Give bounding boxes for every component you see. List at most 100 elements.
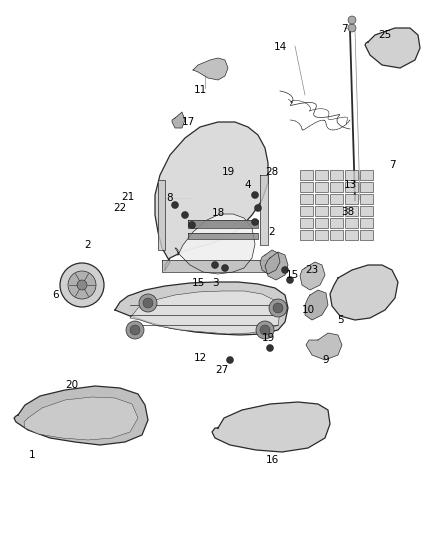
Circle shape xyxy=(181,212,188,219)
Circle shape xyxy=(126,321,144,339)
Polygon shape xyxy=(130,291,280,334)
Polygon shape xyxy=(188,233,258,239)
Polygon shape xyxy=(193,58,228,80)
Polygon shape xyxy=(175,214,255,274)
Circle shape xyxy=(273,303,283,313)
Text: 14: 14 xyxy=(273,42,286,52)
Polygon shape xyxy=(305,290,328,320)
Text: 10: 10 xyxy=(301,305,314,315)
Bar xyxy=(360,218,373,228)
Polygon shape xyxy=(306,333,342,360)
Circle shape xyxy=(172,201,179,208)
Polygon shape xyxy=(365,28,420,68)
Bar xyxy=(300,230,313,240)
Circle shape xyxy=(348,24,356,32)
Text: 6: 6 xyxy=(53,290,59,300)
Circle shape xyxy=(254,205,261,212)
Polygon shape xyxy=(24,397,138,440)
Text: 15: 15 xyxy=(191,278,205,288)
Text: 23: 23 xyxy=(305,265,318,275)
Polygon shape xyxy=(260,250,280,274)
Text: 25: 25 xyxy=(378,30,392,40)
Text: 19: 19 xyxy=(221,167,235,177)
Bar xyxy=(345,182,358,192)
Polygon shape xyxy=(162,260,268,272)
Text: 2: 2 xyxy=(268,227,276,237)
Bar xyxy=(345,194,358,204)
Polygon shape xyxy=(172,112,185,128)
Text: 11: 11 xyxy=(193,85,207,95)
Text: 3: 3 xyxy=(212,278,218,288)
Polygon shape xyxy=(158,180,165,250)
Polygon shape xyxy=(300,262,325,290)
Polygon shape xyxy=(14,386,148,445)
Text: 8: 8 xyxy=(167,193,173,203)
Circle shape xyxy=(266,344,273,351)
Text: 15: 15 xyxy=(286,270,299,280)
Text: 18: 18 xyxy=(212,208,225,218)
Bar xyxy=(330,230,343,240)
Circle shape xyxy=(269,299,287,317)
Bar xyxy=(360,206,373,216)
Circle shape xyxy=(226,357,233,364)
Bar xyxy=(315,182,328,192)
Bar xyxy=(315,170,328,180)
Text: 7: 7 xyxy=(389,160,396,170)
Polygon shape xyxy=(115,282,288,335)
Circle shape xyxy=(260,325,270,335)
Circle shape xyxy=(130,325,140,335)
Text: 12: 12 xyxy=(193,353,207,363)
Bar xyxy=(345,206,358,216)
Bar xyxy=(360,170,373,180)
Bar xyxy=(330,194,343,204)
Text: 5: 5 xyxy=(337,315,343,325)
Text: 4: 4 xyxy=(245,180,251,190)
Bar xyxy=(360,194,373,204)
Text: 21: 21 xyxy=(121,192,134,202)
Text: 1: 1 xyxy=(28,450,35,460)
Bar xyxy=(360,182,373,192)
Text: 9: 9 xyxy=(323,355,329,365)
Circle shape xyxy=(60,263,104,307)
Text: 27: 27 xyxy=(215,365,229,375)
Text: 7: 7 xyxy=(341,24,347,34)
Circle shape xyxy=(222,264,229,271)
Circle shape xyxy=(143,298,153,308)
Text: 28: 28 xyxy=(265,167,279,177)
Bar xyxy=(315,218,328,228)
Text: 38: 38 xyxy=(341,207,355,217)
Circle shape xyxy=(139,294,157,312)
Bar xyxy=(315,206,328,216)
Circle shape xyxy=(282,266,289,273)
Bar xyxy=(315,194,328,204)
Bar xyxy=(300,194,313,204)
Bar xyxy=(300,206,313,216)
Bar xyxy=(360,230,373,240)
Polygon shape xyxy=(260,175,268,245)
Circle shape xyxy=(68,271,96,299)
Text: 13: 13 xyxy=(343,180,357,190)
Bar xyxy=(330,218,343,228)
Bar xyxy=(330,170,343,180)
Text: 17: 17 xyxy=(181,117,194,127)
Polygon shape xyxy=(188,220,258,228)
Bar xyxy=(345,230,358,240)
Circle shape xyxy=(256,321,274,339)
Text: 22: 22 xyxy=(113,203,127,213)
Bar xyxy=(345,170,358,180)
Bar xyxy=(300,182,313,192)
Text: 19: 19 xyxy=(261,333,275,343)
Polygon shape xyxy=(330,265,398,320)
Circle shape xyxy=(251,191,258,198)
Polygon shape xyxy=(212,402,330,452)
Circle shape xyxy=(251,219,258,225)
Bar xyxy=(330,206,343,216)
Polygon shape xyxy=(155,122,268,270)
Bar xyxy=(315,230,328,240)
Text: 20: 20 xyxy=(65,380,78,390)
Text: 16: 16 xyxy=(265,455,279,465)
Bar xyxy=(300,218,313,228)
Text: 2: 2 xyxy=(85,240,91,250)
Bar xyxy=(300,170,313,180)
Circle shape xyxy=(212,262,219,269)
